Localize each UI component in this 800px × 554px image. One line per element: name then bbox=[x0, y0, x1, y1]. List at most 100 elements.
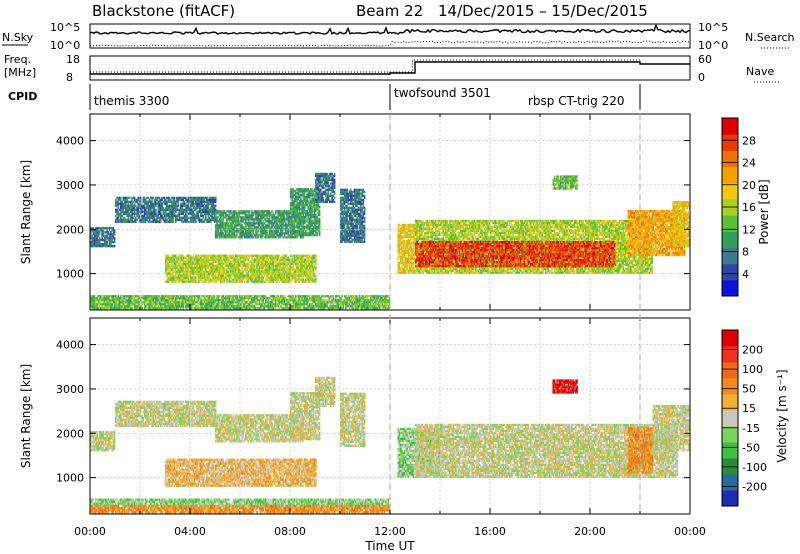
heatmap-cell bbox=[249, 212, 251, 214]
heatmap-cell bbox=[128, 211, 130, 213]
heatmap-cell bbox=[293, 208, 295, 210]
heatmap-cell bbox=[184, 217, 186, 219]
heatmap-cell bbox=[134, 211, 136, 213]
heatmap-cell bbox=[183, 199, 185, 201]
heatmap-cell bbox=[200, 207, 202, 209]
heatmap-cell bbox=[99, 241, 101, 243]
heatmap-cell bbox=[148, 203, 150, 205]
heatmap-cell bbox=[254, 220, 256, 222]
heatmap-cell bbox=[293, 232, 295, 234]
heatmap-cell bbox=[156, 197, 158, 199]
heatmap-cell bbox=[293, 192, 295, 194]
heatmap-cell bbox=[235, 236, 237, 238]
heatmap-cell bbox=[178, 205, 180, 207]
heatmap-cell bbox=[134, 207, 136, 209]
heatmap-cell bbox=[230, 210, 232, 212]
heatmap-cell bbox=[125, 203, 127, 205]
heatmap-cell bbox=[285, 220, 287, 222]
heatmap-cell bbox=[134, 215, 136, 217]
heatmap-cell bbox=[273, 212, 275, 214]
heatmap-cell bbox=[98, 235, 100, 237]
date-range: 14/Dec/2015 – 15/Dec/2015 bbox=[438, 2, 648, 20]
heatmap-cell bbox=[195, 209, 197, 211]
cpid-strip: CPID themis 3300 twofsound 3501 rbsp CT-… bbox=[8, 84, 640, 110]
heatmap-cell bbox=[253, 214, 255, 216]
freq-tick-low: 8 bbox=[66, 71, 73, 84]
heatmap-cell bbox=[99, 231, 101, 233]
heatmap-cell bbox=[264, 232, 266, 234]
heatmap-cell bbox=[293, 202, 295, 204]
heatmap-cell bbox=[243, 230, 245, 232]
heatmap-cell bbox=[296, 232, 298, 234]
heatmap-cell bbox=[204, 197, 206, 199]
heatmap-cell bbox=[281, 234, 283, 236]
heatmap-cell bbox=[223, 220, 225, 222]
heatmap-cell bbox=[149, 199, 151, 201]
heatmap-cell bbox=[225, 212, 227, 214]
beam-label: Beam 22 bbox=[356, 2, 423, 20]
heatmap-cell bbox=[274, 214, 276, 216]
heatmap-cell bbox=[215, 214, 217, 216]
heatmap-cell bbox=[123, 209, 125, 211]
heatmap-cell bbox=[263, 234, 265, 236]
heatmap-cell bbox=[121, 215, 123, 217]
heatmap-cell bbox=[218, 230, 220, 232]
heatmap-cell bbox=[223, 214, 225, 216]
heatmap-cell bbox=[236, 234, 238, 236]
heatmap-cell bbox=[216, 222, 218, 224]
heatmap-cell bbox=[253, 230, 255, 232]
heatmap-cell bbox=[223, 218, 225, 220]
heatmap-cell bbox=[160, 219, 162, 221]
heatmap-cell bbox=[185, 203, 187, 205]
heatmap-cell bbox=[131, 215, 133, 217]
heatmap-cell bbox=[201, 213, 203, 215]
heatmap-cell bbox=[223, 232, 225, 234]
heatmap-cell bbox=[283, 226, 285, 228]
heatmap-cell bbox=[164, 197, 166, 199]
heatmap-cell bbox=[118, 211, 120, 213]
heatmap-cell bbox=[293, 188, 295, 190]
heatmap-cell bbox=[299, 212, 301, 214]
heatmap-cell bbox=[238, 218, 240, 220]
heatmap-cell bbox=[170, 199, 172, 201]
heatmap-cell bbox=[218, 216, 220, 218]
heatmap-cell bbox=[251, 216, 253, 218]
heatmap-cell bbox=[156, 219, 158, 221]
heatmap-cell bbox=[191, 209, 193, 211]
heatmap-cell bbox=[258, 216, 260, 218]
heatmap-cell bbox=[171, 217, 173, 219]
heatmap-cell bbox=[260, 220, 262, 222]
heatmap-cell bbox=[269, 224, 271, 226]
heatmap-cell bbox=[235, 210, 237, 212]
heatmap-cell bbox=[169, 197, 171, 199]
heatmap-cell bbox=[269, 216, 271, 218]
heatmap-cell bbox=[155, 213, 157, 215]
heatmap-cell bbox=[236, 224, 238, 226]
heatmap-cell bbox=[275, 236, 277, 238]
heatmap-cell bbox=[293, 228, 295, 230]
heatmap-cell bbox=[208, 205, 210, 207]
heatmap-cell bbox=[174, 197, 176, 199]
heatmap-cell bbox=[264, 210, 266, 212]
heatmap-cell bbox=[166, 203, 168, 205]
heatmap-cell bbox=[264, 222, 266, 224]
heatmap-cell bbox=[198, 213, 200, 215]
heatmap-cell bbox=[156, 215, 158, 217]
heatmap-cell bbox=[251, 234, 253, 236]
heatmap-cell bbox=[270, 212, 272, 214]
heatmap-cell bbox=[188, 205, 190, 207]
heatmap-cell bbox=[171, 205, 173, 207]
heatmap-cell bbox=[106, 235, 108, 237]
heatmap-cell bbox=[154, 207, 156, 209]
heatmap-cell bbox=[121, 201, 123, 203]
heatmap-cell bbox=[251, 226, 253, 228]
heatmap-cell bbox=[171, 201, 173, 203]
heatmap-cell bbox=[266, 232, 268, 234]
heatmap-cell bbox=[264, 226, 266, 228]
heatmap-cell bbox=[110, 231, 112, 233]
heatmap-cell bbox=[291, 210, 293, 212]
heatmap-cell bbox=[156, 199, 158, 201]
heatmap-cell bbox=[118, 201, 120, 203]
heatmap-cell bbox=[129, 213, 131, 215]
heatmap-cell bbox=[229, 220, 231, 222]
